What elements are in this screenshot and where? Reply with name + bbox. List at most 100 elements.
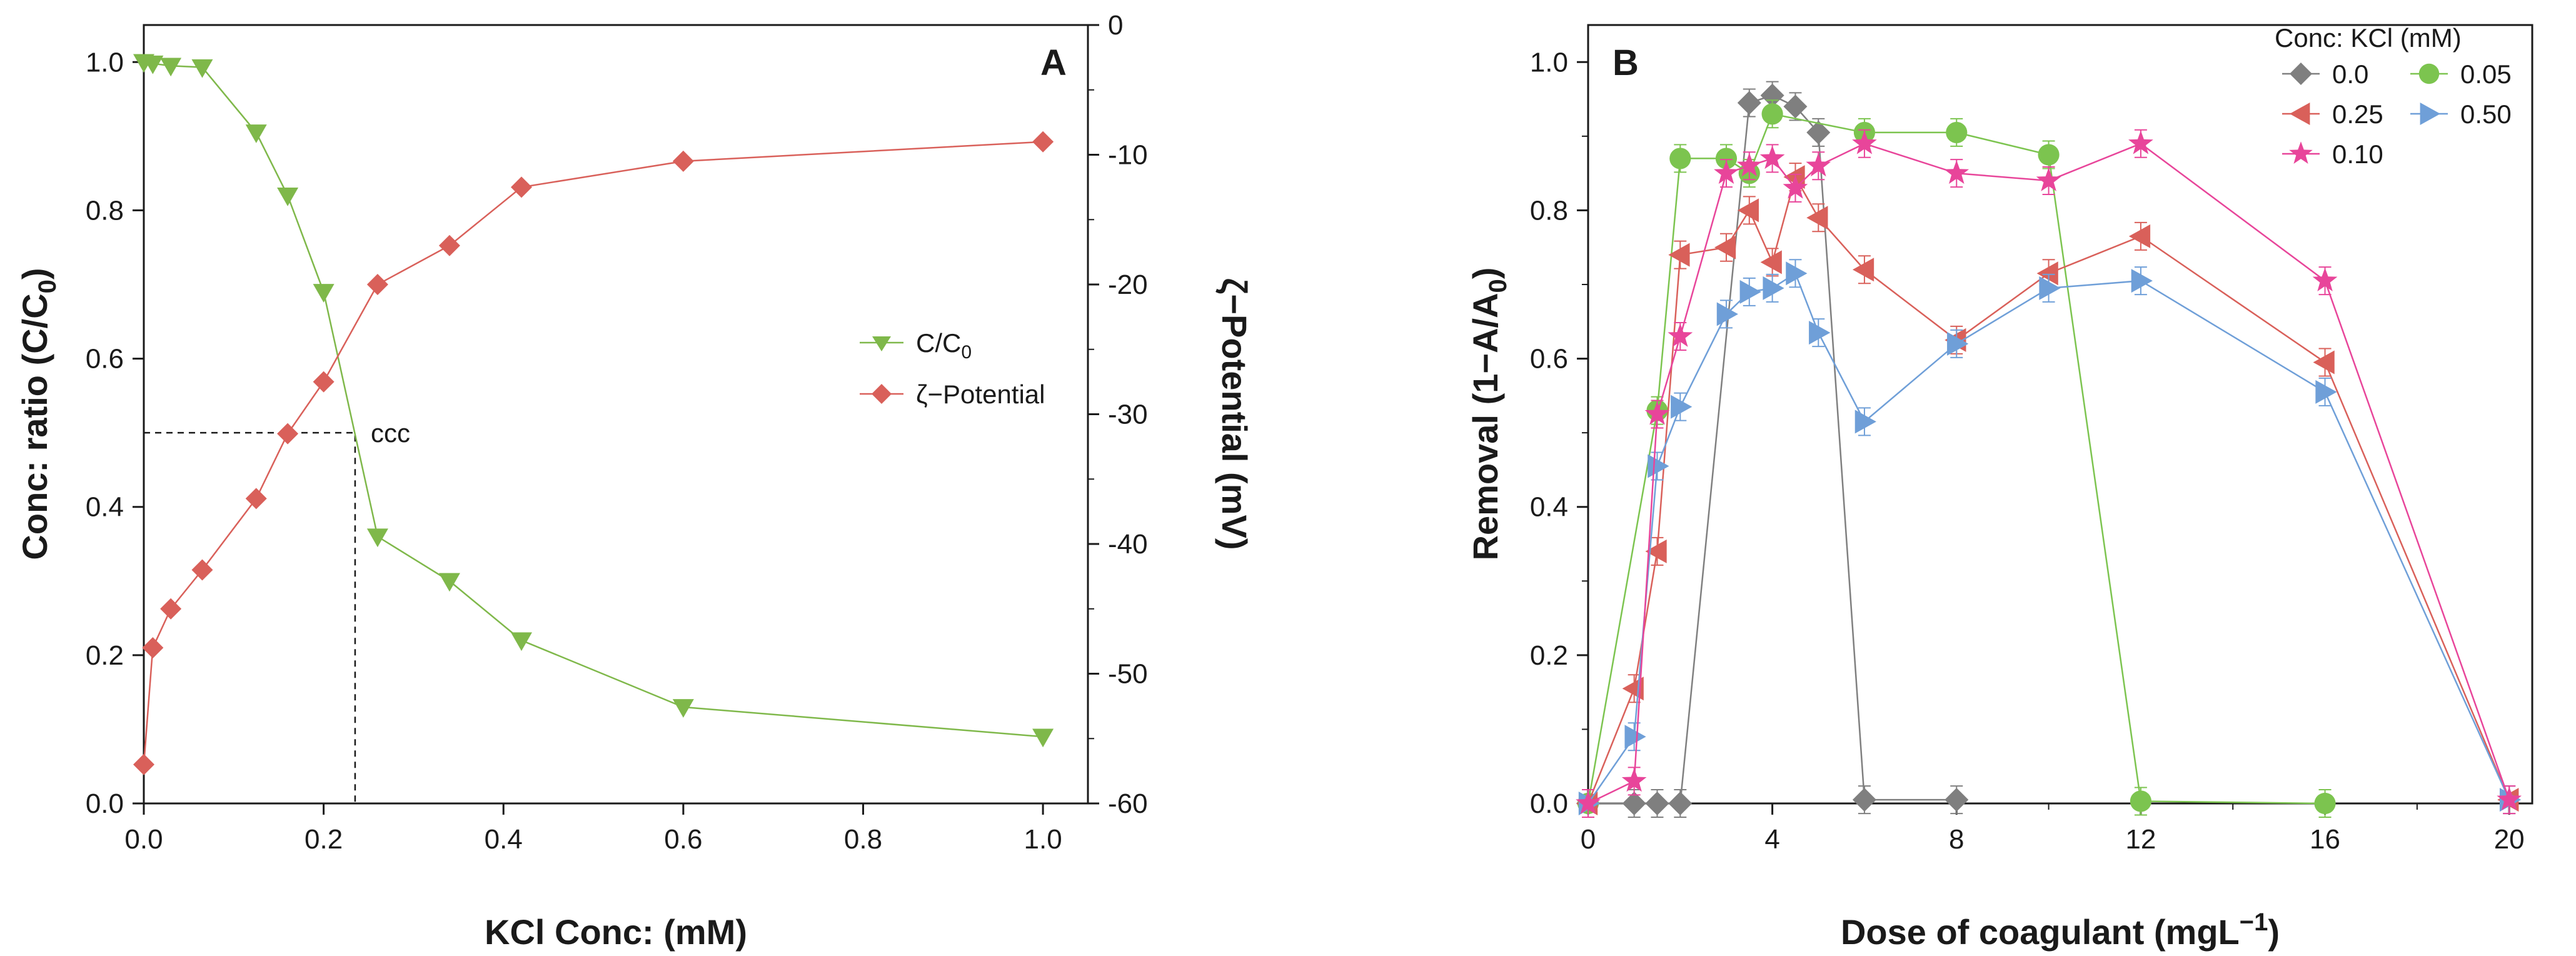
panel-b-data-point xyxy=(2131,269,2153,293)
panel-a-data-point xyxy=(1032,131,1054,153)
panel-b-data-point xyxy=(1648,454,1669,478)
panel-b-data-point xyxy=(2128,224,2151,248)
panel-a-y-left-tick-label: 0.6 xyxy=(86,344,124,375)
panel-a-y-right-axis-label: ζ−Potential (mV) xyxy=(1215,278,1254,550)
panel-b-data-point xyxy=(1645,539,1667,563)
panel-b-data-point xyxy=(1739,279,1761,304)
panel-b-data-point xyxy=(1806,206,1828,230)
panel-b-x-tick-label: 4 xyxy=(1764,824,1779,855)
panel-a-x-axis-label: KCl Conc: (mM) xyxy=(485,912,747,952)
panel-b-data-point xyxy=(1737,198,1759,223)
panel-b-data-point xyxy=(1760,83,1784,108)
panel-b-data-point xyxy=(2312,268,2338,291)
panel-a-x-tick-label: 0.8 xyxy=(844,824,882,855)
ccc-annotation: ccc xyxy=(371,418,410,448)
ccc-guide-line xyxy=(144,431,356,803)
panel-b-data-point xyxy=(2497,787,2522,810)
panel-a-data-point xyxy=(160,58,182,77)
panel-a-data-point xyxy=(1032,728,1054,748)
panel-b-label: B xyxy=(1613,43,1639,83)
panel-b-data-point xyxy=(1714,235,1736,259)
panel-a-data-point xyxy=(366,528,388,548)
panel-b-data-point xyxy=(1715,148,1738,169)
legend-label-0.25: 0.25 xyxy=(2332,99,2383,129)
panel-b-data-point xyxy=(1737,91,1761,115)
legend-title: Conc: KCl (mM) xyxy=(2275,23,2462,53)
panel-a-data-point xyxy=(245,488,267,510)
panel-b-data-point xyxy=(1714,160,1739,184)
panel-b-data-point xyxy=(1944,160,1970,184)
panel-a-data-point xyxy=(133,753,154,775)
panel-a-y-right-tick-label: -30 xyxy=(1108,400,1148,430)
panel-b-data-point xyxy=(1668,792,1693,815)
panel-b-data-point xyxy=(1668,323,1693,347)
panel-b-data-point xyxy=(1947,331,1969,356)
panel-a-x-tick-label: 0.0 xyxy=(124,824,163,855)
legend-marker-zeta xyxy=(872,384,892,404)
panel-a: 0.0 0.2 0.4 0.6 0.8 1.0 0.0 0.2 0.4 0.6 0.8 1.0 0 -10… xyxy=(15,10,1254,952)
legend-marker-0.10 xyxy=(2289,141,2313,164)
panel-b-data-point xyxy=(1783,175,1808,199)
legend-label-0.05: 0.05 xyxy=(2460,59,2512,89)
panel-a-y-right-tick-label: -20 xyxy=(1108,269,1148,300)
panel-a-data-point xyxy=(245,124,267,143)
panel-b: 0 4 8 12 16 20 0.0 0.2 0.4 0.6 0.8 1.0 B Dose of co… xyxy=(1466,23,2533,952)
panel-a-y-left-axis-label: Conc: ratio (C/C0) xyxy=(15,268,61,560)
panel-b-axes: 0 4 8 12 16 20 0.0 0.2 0.4 0.6 0.8 1.0 xyxy=(1530,47,2525,855)
panel-b-data-point xyxy=(2039,276,2061,300)
panel-b-data-point xyxy=(1783,94,1808,119)
legend-label-0.50: 0.50 xyxy=(2460,99,2512,129)
panel-b-data-point xyxy=(2036,168,2061,191)
panel-a-y-right-tick-label: 0 xyxy=(1108,10,1123,41)
panel-b-x-axis-label: Dose of coagulant (mgL−1) xyxy=(1841,908,2280,952)
panel-b-x-tick-label: 12 xyxy=(2125,824,2156,855)
panel-a-data-point xyxy=(438,573,460,592)
panel-b-y-tick-label: 0.2 xyxy=(1530,640,1568,671)
panel-b-data-point xyxy=(1852,788,1876,812)
panel-a-data-point xyxy=(438,234,460,256)
legend-label-0.0: 0.0 xyxy=(2332,59,2368,89)
panel-b-data-point xyxy=(1854,410,1876,434)
panel-b-x-tick-label: 20 xyxy=(2494,824,2525,855)
panel-a-y-left-tick-label: 1.0 xyxy=(86,47,124,78)
panel-b-data-point xyxy=(1624,725,1646,749)
panel-a-data-point xyxy=(142,55,164,74)
panel-b-data-point xyxy=(1806,120,1831,144)
panel-b-data-point xyxy=(2313,350,2335,375)
panel-a-data-point xyxy=(672,699,694,718)
legend-marker-0.0 xyxy=(2290,63,2312,85)
panel-a-data-point xyxy=(313,284,335,303)
panel-a-data-point xyxy=(191,59,213,78)
legend-marker-0.05 xyxy=(2418,63,2440,84)
panel-a-x-tick-label: 0.2 xyxy=(304,824,343,855)
panel-b-plot-frame xyxy=(1587,24,2533,805)
panel-b-data-point xyxy=(1671,395,1693,419)
panel-a-y-right-tick-label: -10 xyxy=(1108,140,1148,171)
panel-b-legend: Conc: KCl (mM) 0.0 0.05 0.25 0.50 0.10 xyxy=(2275,23,2512,169)
panel-b-data-point xyxy=(1668,243,1690,267)
panel-a-y-right-tick-label: -40 xyxy=(1108,529,1148,560)
panel-b-data-point xyxy=(1806,153,1831,177)
panel-a-y-left-tick-label: 0.0 xyxy=(86,788,124,819)
panel-b-x-tick-label: 8 xyxy=(1949,824,1964,855)
panel-b-data-point xyxy=(1622,792,1646,815)
panel-b-y-axis-label: Removal (1−A/A0) xyxy=(1466,268,1512,561)
panel-b-y-tick-label: 0.6 xyxy=(1530,344,1568,375)
panel-b-data-point xyxy=(1763,276,1784,300)
legend-marker-0.50 xyxy=(2420,103,2440,125)
panel-a-y-left-tick-label: 0.4 xyxy=(86,492,124,523)
panel-a-y-left-tick-label: 0.8 xyxy=(86,195,124,226)
panel-a-data-point xyxy=(191,559,213,581)
panel-b-data-point xyxy=(1809,321,1831,345)
panel-b-series-line xyxy=(1587,113,2325,805)
panel-a-data-point xyxy=(511,176,532,198)
panel-b-data-point xyxy=(1852,130,1877,154)
panel-b-x-tick-label: 16 xyxy=(2310,824,2340,855)
panel-b-y-tick-label: 0.0 xyxy=(1530,788,1568,819)
panel-a-y-left-tick-label: 0.2 xyxy=(86,640,124,671)
panel-a-label: A xyxy=(1040,43,1067,83)
panel-a-legend: C/C0 ζ−Potential xyxy=(860,328,1045,409)
panel-a-data-point xyxy=(366,274,388,295)
panel-a-y-right-tick-label: -50 xyxy=(1108,659,1148,690)
panel-b-data-point xyxy=(2315,380,2337,404)
